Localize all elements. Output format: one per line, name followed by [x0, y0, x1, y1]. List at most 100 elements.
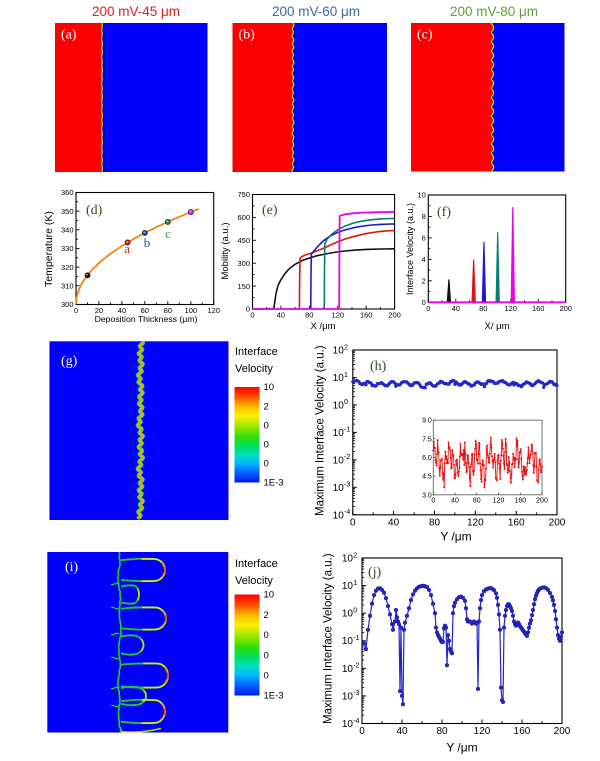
svg-text:4: 4 [422, 255, 426, 264]
svg-text:Temperature (K): Temperature (K) [43, 211, 55, 287]
svg-text:10: 10 [342, 719, 354, 730]
svg-text:0: 0 [344, 399, 348, 406]
svg-text:10: 10 [333, 400, 345, 411]
svg-text:10: 10 [264, 590, 275, 601]
svg-text:10: 10 [342, 581, 354, 592]
svg-text:60: 60 [141, 306, 149, 315]
svg-text:Deposition Thickness (μm): Deposition Thickness (μm) [95, 314, 198, 324]
svg-text:(a): (a) [61, 28, 77, 43]
svg-text:-2: -2 [344, 454, 350, 461]
svg-text:(d): (d) [86, 203, 103, 218]
svg-text:40: 40 [396, 726, 408, 737]
svg-text:Velocity: Velocity [235, 363, 273, 375]
svg-text:2: 2 [422, 277, 426, 286]
svg-text:Y /μm: Y /μm [440, 530, 471, 544]
svg-text:160: 160 [514, 726, 531, 737]
svg-text:450: 450 [237, 236, 250, 245]
svg-text:160: 160 [508, 517, 525, 528]
svg-text:330: 330 [61, 244, 74, 253]
svg-text:750: 750 [237, 190, 250, 199]
svg-text:(f): (f) [437, 205, 451, 220]
svg-text:0: 0 [264, 459, 269, 470]
svg-text:10: 10 [333, 428, 345, 439]
svg-text:Maximum Interface Velocity (a.: Maximum Interface Velocity (a.u.) [315, 345, 327, 516]
svg-text:2: 2 [264, 610, 269, 621]
svg-text:Interface Velocity (a.u.): Interface Velocity (a.u.) [405, 203, 415, 295]
svg-text:Interface: Interface [235, 346, 278, 358]
svg-text:0: 0 [264, 420, 269, 431]
svg-text:7.5: 7.5 [422, 436, 432, 443]
svg-text:160: 160 [514, 497, 526, 504]
svg-text:200: 200 [554, 726, 571, 737]
svg-text:320: 320 [61, 263, 74, 272]
svg-text:360: 360 [61, 188, 74, 197]
svg-text:Maximum Interface Velocity (a.: Maximum Interface Velocity (a.u.) [323, 553, 335, 724]
svg-text:10: 10 [333, 373, 345, 384]
svg-text:Y /μm: Y /μm [446, 741, 477, 755]
svg-text:6.0: 6.0 [422, 455, 432, 462]
svg-text:-3: -3 [353, 690, 359, 697]
svg-text:X /μm: X /μm [310, 321, 335, 332]
svg-text:2: 2 [353, 552, 357, 559]
svg-text:80: 80 [164, 306, 172, 315]
svg-text:120: 120 [493, 497, 505, 504]
svg-text:0: 0 [422, 298, 426, 307]
svg-text:8: 8 [422, 212, 426, 221]
svg-text:40: 40 [388, 517, 400, 528]
svg-text:10: 10 [342, 609, 354, 620]
svg-text:10: 10 [333, 510, 345, 521]
svg-text:10: 10 [342, 554, 354, 565]
svg-text:340: 340 [61, 226, 74, 235]
svg-text:0: 0 [250, 311, 254, 320]
svg-text:350: 350 [61, 207, 74, 216]
svg-text:40: 40 [277, 311, 285, 320]
svg-text:1E-3: 1E-3 [264, 478, 284, 489]
svg-text:0: 0 [246, 305, 250, 314]
svg-text:0: 0 [359, 726, 365, 737]
svg-text:(i): (i) [65, 560, 79, 575]
svg-text:200: 200 [536, 497, 548, 504]
svg-text:3.0: 3.0 [422, 492, 432, 499]
svg-text:10: 10 [342, 636, 354, 647]
svg-text:Mobility (a.u.): Mobility (a.u.) [220, 222, 231, 279]
svg-text:160: 160 [532, 304, 545, 313]
svg-text:9.0: 9.0 [422, 418, 432, 425]
svg-text:160: 160 [360, 311, 373, 320]
svg-text:10: 10 [333, 346, 345, 357]
svg-text:-1: -1 [344, 427, 350, 434]
svg-text:-3: -3 [344, 482, 350, 489]
svg-text:20: 20 [95, 306, 103, 315]
svg-text:10: 10 [333, 483, 345, 494]
svg-text:300: 300 [237, 259, 250, 268]
svg-text:b: b [144, 235, 151, 250]
svg-text:0: 0 [350, 517, 356, 528]
svg-text:120: 120 [474, 726, 491, 737]
svg-text:600: 600 [237, 213, 250, 222]
svg-text:(e): (e) [262, 203, 278, 218]
svg-text:1: 1 [344, 372, 348, 379]
svg-text:200: 200 [388, 311, 401, 320]
svg-text:120: 120 [332, 311, 345, 320]
svg-text:80: 80 [479, 304, 487, 313]
svg-text:80: 80 [305, 311, 313, 320]
svg-text:120: 120 [467, 517, 484, 528]
svg-text:4.5: 4.5 [422, 474, 432, 481]
svg-text:(c): (c) [417, 28, 433, 43]
svg-text:80: 80 [429, 517, 441, 528]
svg-text:a: a [124, 241, 130, 256]
svg-text:-4: -4 [344, 509, 350, 516]
svg-text:200: 200 [549, 517, 566, 528]
svg-text:0: 0 [264, 671, 269, 682]
svg-text:1E-3: 1E-3 [264, 691, 284, 702]
svg-text:200 mV-60 μm: 200 mV-60 μm [272, 4, 360, 19]
svg-text:(g): (g) [61, 354, 78, 369]
svg-text:0: 0 [431, 497, 435, 504]
svg-text:200 mV-45 μm: 200 mV-45 μm [92, 4, 180, 19]
svg-text:120: 120 [504, 304, 517, 313]
svg-text:10: 10 [417, 191, 425, 200]
svg-text:c: c [165, 226, 171, 241]
svg-text:-4: -4 [353, 718, 359, 725]
svg-text:100: 100 [185, 306, 198, 315]
svg-text:6: 6 [422, 234, 426, 243]
svg-text:40: 40 [118, 306, 126, 315]
